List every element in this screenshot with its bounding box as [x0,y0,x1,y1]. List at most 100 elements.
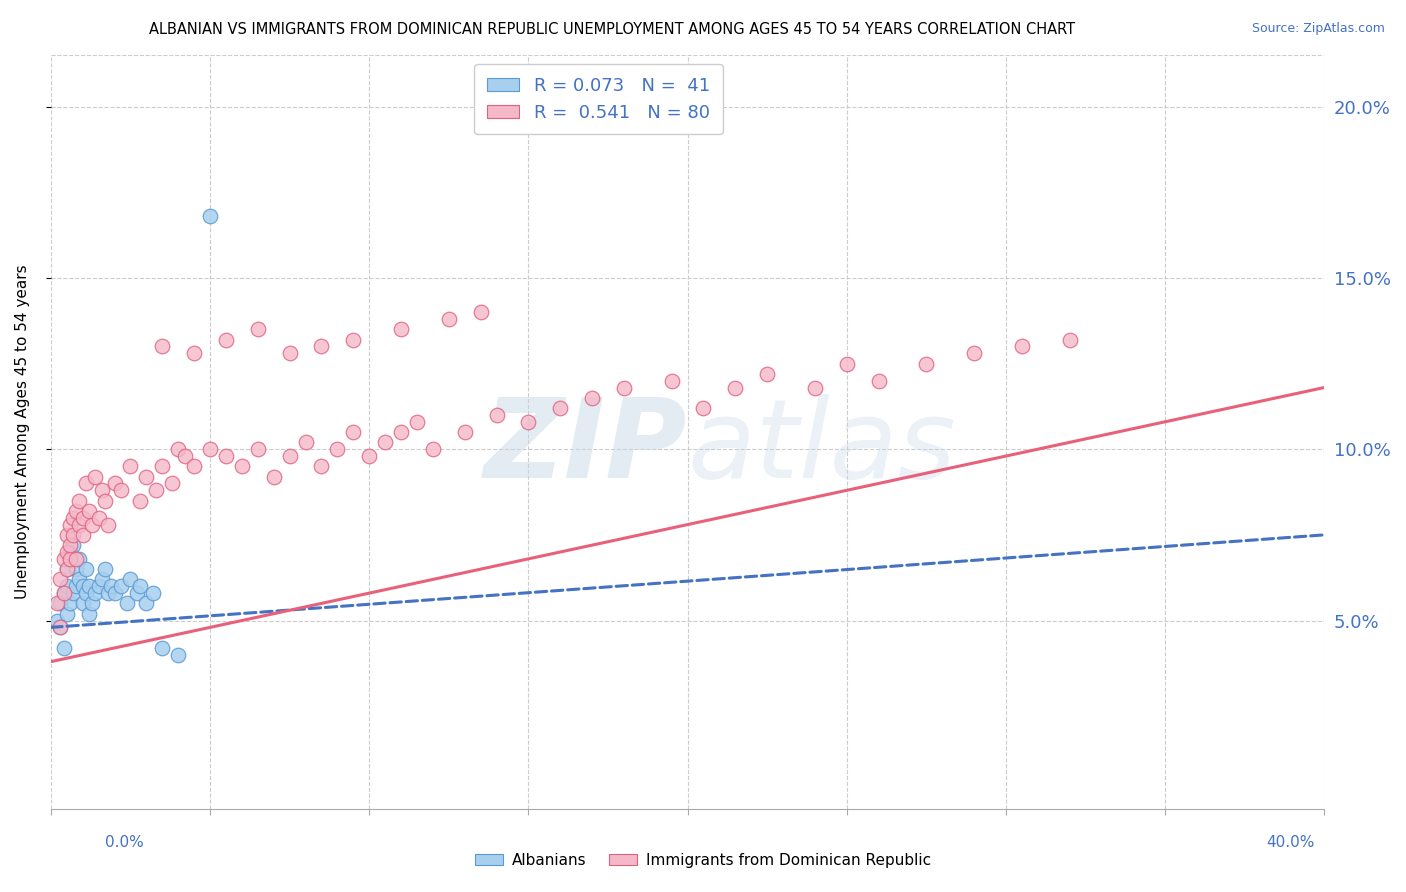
Point [294,435,316,450]
Point [62,586,84,600]
Text: 0.0%: 0.0% [105,836,145,850]
Text: ZIP: ZIP [484,393,688,500]
Point [69,552,91,566]
Point [87,579,110,593]
Point [389,425,412,439]
Point [389,322,412,336]
Point [84,586,107,600]
Point [75,586,97,600]
Text: Source: ZipAtlas.com: Source: ZipAtlas.com [1251,22,1385,36]
Point [263,469,285,483]
Point [359,449,381,463]
Point [77,607,100,621]
Point [311,459,333,474]
Point [145,483,167,498]
Point [49,573,72,587]
Y-axis label: Unemployment Among Ages 45 to 54 years: Unemployment Among Ages 45 to 54 years [15,265,30,599]
Point [342,425,364,439]
Point [198,442,221,457]
Point [52,586,75,600]
Text: ALBANIAN VS IMMIGRANTS FROM DOMINICAN REPUBLIC UNEMPLOYMENT AMONG AGES 45 TO 54 : ALBANIAN VS IMMIGRANTS FROM DOMINICAN RE… [149,22,1074,37]
Point [135,596,157,610]
Point [65,552,87,566]
Point [142,586,165,600]
Point [100,579,122,593]
Point [62,528,84,542]
Point [120,459,142,474]
Point [311,339,333,353]
Point [374,435,396,450]
Point [72,528,94,542]
Point [454,425,477,439]
Point [59,538,82,552]
Point [278,346,301,360]
Point [59,517,82,532]
Point [804,380,827,394]
Point [110,483,132,498]
Point [215,333,238,347]
Point [167,648,190,662]
Point [246,442,269,457]
Point [517,415,540,429]
Point [246,322,269,336]
Point [55,545,77,559]
Point [55,579,77,593]
Point [485,408,508,422]
Point [75,562,97,576]
Point [868,374,890,388]
Point [69,517,91,532]
Point [55,562,77,576]
Point [94,493,117,508]
Point [103,586,125,600]
Point [160,476,183,491]
Point [69,493,91,508]
Point [183,346,205,360]
Point [129,493,152,508]
Point [59,596,82,610]
Point [84,469,107,483]
Point [150,459,173,474]
Legend: R = 0.073   N =  41, R =  0.541   N = 80: R = 0.073 N = 41, R = 0.541 N = 80 [474,64,723,135]
Point [548,401,571,415]
Point [77,504,100,518]
Point [135,469,157,483]
Point [59,552,82,566]
Point [692,401,714,415]
Point [46,614,69,628]
Point [724,380,747,394]
Point [46,596,69,610]
Point [52,640,75,655]
Point [613,380,636,394]
Point [103,476,125,491]
Point [835,357,858,371]
Point [62,538,84,552]
Point [1011,339,1033,353]
Point [62,510,84,524]
Point [470,305,492,319]
Point [110,579,132,593]
Point [278,449,301,463]
Point [167,442,190,457]
Point [87,510,110,524]
Point [97,586,120,600]
Point [115,596,138,610]
Point [129,579,152,593]
Point [65,504,87,518]
Point [82,517,104,532]
Point [69,573,91,587]
Point [82,596,104,610]
Legend: Albanians, Immigrants from Dominican Republic: Albanians, Immigrants from Dominican Rep… [468,847,938,873]
Point [150,640,173,655]
Point [125,586,148,600]
Point [52,552,75,566]
Point [90,483,112,498]
Point [72,510,94,524]
Text: atlas: atlas [688,393,956,500]
Point [342,333,364,347]
Point [231,459,253,474]
Point [65,562,87,576]
Point [75,476,97,491]
Point [915,357,938,371]
Point [406,415,429,429]
Point [215,449,238,463]
